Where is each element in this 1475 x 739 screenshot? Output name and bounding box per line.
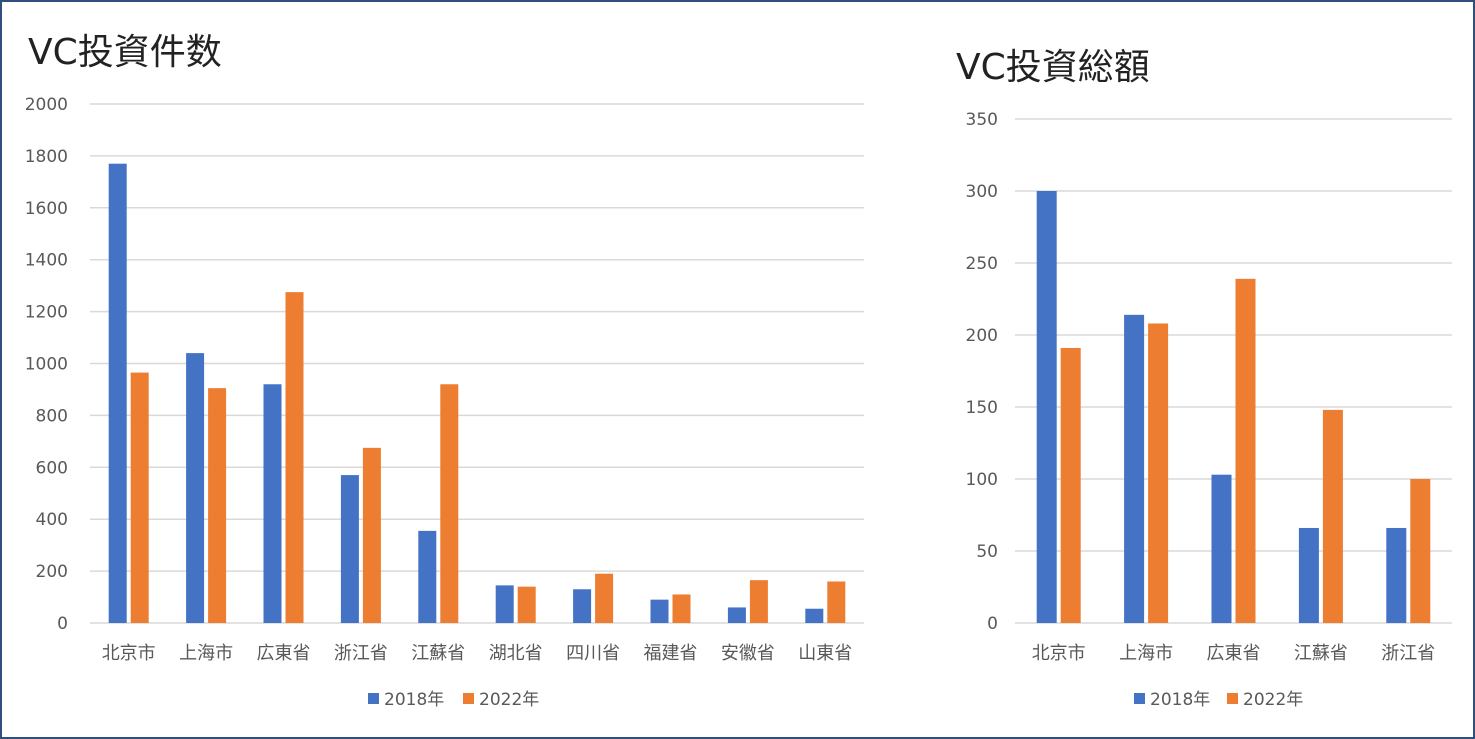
y-tick-label: 200 [966, 326, 998, 346]
y-tick-label: 350 [966, 110, 998, 130]
y-tick-label: 100 [966, 470, 998, 490]
legend-swatch-2018 [368, 693, 379, 704]
y-tick-label: 150 [966, 398, 998, 418]
bar-2022 [362, 447, 381, 623]
bar-2022 [1410, 479, 1431, 623]
x-category-label: 広東省 [257, 643, 311, 664]
bar-2018 [650, 599, 669, 623]
y-tick-label: 0 [987, 614, 998, 634]
legend-label: 2022年 [479, 690, 539, 710]
vc-deal-count-chart: VC投資件数 0 200 400 600 800 1000 1200 1400 1600 1800 2… [25, 32, 864, 710]
bar-2018 [727, 607, 746, 623]
bar-2018 [805, 608, 824, 623]
bar-2018 [340, 475, 359, 623]
bar-2018 [1386, 527, 1407, 623]
y-tick-label: 0 [57, 614, 68, 634]
x-category-label: 四川省 [566, 643, 620, 664]
bar-2022 [130, 372, 149, 623]
x-category-label: 江蘇省 [411, 643, 465, 664]
bar-2018 [186, 353, 205, 623]
x-category-label: 江蘇省 [1294, 643, 1348, 664]
x-category-label: 山東省 [798, 643, 852, 664]
chart-title: VC投資総額 [956, 47, 1150, 88]
legend-swatch-2022 [463, 693, 474, 704]
y-tick-label: 400 [36, 510, 68, 530]
y-tick-label: 200 [36, 562, 68, 582]
legend-label: 2022年 [1243, 690, 1303, 710]
bar-2018 [263, 384, 282, 623]
bar-2022 [672, 594, 691, 623]
bar-2018 [495, 585, 514, 623]
legend-swatch-2022 [1227, 693, 1238, 704]
x-category-label: 湖北省 [489, 643, 543, 664]
x-category-label: 浙江省 [334, 643, 388, 664]
y-tick-label: 250 [966, 254, 998, 274]
y-tick-label: 1200 [25, 303, 68, 323]
x-category-label: 上海市 [179, 643, 233, 664]
x-category-label: 浙江省 [1381, 643, 1435, 664]
bar-2018 [1124, 314, 1145, 623]
bar-2022 [595, 573, 614, 623]
bar-2022 [440, 384, 459, 623]
bar-2018 [418, 530, 437, 623]
legend-swatch-2018 [1134, 693, 1145, 704]
x-category-label: 安徽省 [721, 643, 775, 664]
y-tick-label: 1400 [25, 251, 68, 271]
y-tick-label: 1000 [25, 355, 68, 375]
x-category-label: 上海市 [1119, 643, 1173, 664]
legend-label: 2018年 [1150, 690, 1210, 710]
bar-2022 [517, 586, 536, 623]
bar-2022 [1322, 409, 1343, 623]
bar-2018 [573, 589, 592, 623]
x-category-label: 北京市 [102, 643, 156, 664]
bar-2022 [827, 581, 846, 623]
bar-2022 [1148, 323, 1169, 623]
x-category-label: 福建省 [644, 643, 698, 664]
chart-title: VC投資件数 [28, 32, 222, 73]
y-tick-label: 50 [976, 542, 998, 562]
y-tick-label: 1600 [25, 199, 68, 219]
bar-2022 [1235, 278, 1256, 623]
y-tick-label: 2000 [25, 95, 68, 115]
bar-2018 [108, 163, 127, 623]
y-tick-label: 600 [36, 458, 68, 478]
legend-label: 2018年 [384, 690, 444, 710]
x-category-label: 北京市 [1032, 643, 1086, 664]
bar-2018 [1298, 527, 1319, 623]
bar-2018 [1211, 474, 1232, 623]
bar-2022 [208, 388, 227, 623]
bar-2022 [285, 292, 304, 623]
bar-2022 [749, 580, 768, 623]
x-category-label: 広東省 [1207, 643, 1261, 664]
bar-2022 [1060, 347, 1081, 623]
y-tick-label: 800 [36, 406, 68, 426]
y-tick-label: 1800 [25, 147, 68, 167]
bar-2018 [1036, 191, 1057, 623]
y-tick-label: 300 [966, 182, 998, 202]
